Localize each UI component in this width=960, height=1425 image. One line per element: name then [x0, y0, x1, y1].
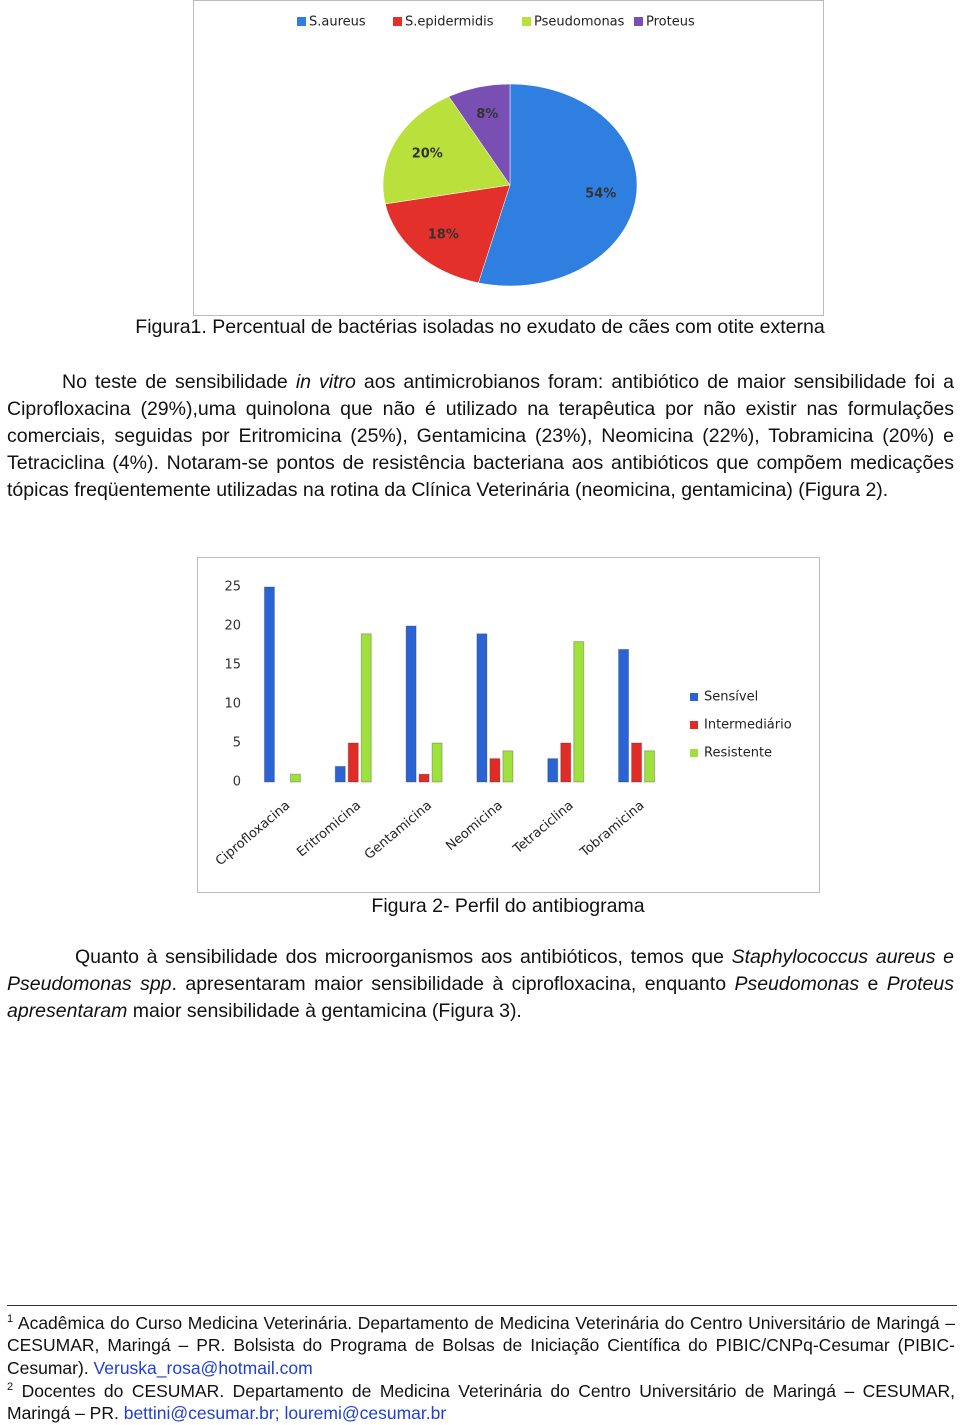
figure-caption: Figura1. Percentual de bactérias isolada…	[135, 316, 825, 338]
footnote-number: 1	[7, 1313, 14, 1325]
italic-text: in vitro	[295, 371, 356, 393]
legend-label: Proteus	[646, 15, 695, 30]
text: maior sensibilidade à gentamicina (Figur…	[127, 1000, 522, 1022]
bar	[502, 750, 514, 783]
email-link[interactable]: bettini@cesumar.br; louremi@cesumar.br	[123, 1403, 447, 1424]
pie-slice	[478, 83, 638, 287]
bar	[644, 750, 656, 783]
paragraph: No teste de sensibilidade in vitro aos a…	[7, 369, 954, 504]
figure-caption: Figura 2- Perfil do antibiograma	[371, 895, 645, 917]
bar	[334, 765, 346, 783]
text: Quanto à sensibilidade dos microorganism…	[75, 946, 732, 968]
bar	[405, 625, 417, 783]
pie-slice	[382, 96, 511, 205]
pie-slice	[448, 83, 511, 186]
bar	[289, 773, 301, 783]
data-label: 18%	[428, 227, 459, 242]
legend-label: Intermediário	[704, 718, 792, 733]
text: Acadêmica do Curso Medicina Veterinária.…	[7, 1312, 955, 1379]
bar	[631, 742, 643, 783]
y-tick-label: 20	[224, 619, 241, 634]
pie-chart: 54% 18% 20% 8% S.aureus S.epidermidis Pseudomo…	[193, 0, 824, 316]
y-tick-label: 0	[233, 775, 241, 790]
pie-slice	[384, 184, 511, 284]
bar	[360, 633, 372, 783]
legend-swatch	[690, 693, 698, 701]
text: aos antimicrobianos foram: antibiótico d…	[7, 371, 954, 501]
paragraph: Quanto à sensibilidade dos microorganism…	[7, 944, 954, 1025]
bar	[573, 641, 585, 783]
legend-swatch	[393, 17, 402, 26]
legend-swatch	[634, 17, 643, 26]
bar	[347, 742, 359, 783]
bar	[547, 758, 559, 783]
chart-frame	[197, 557, 820, 893]
text: Docentes do CESUMAR. Departamento de Med…	[7, 1380, 955, 1424]
legend-swatch	[297, 17, 306, 26]
bar	[618, 648, 630, 783]
bar	[489, 758, 501, 783]
email-link[interactable]: Veruska_rosa@hotmail.com	[93, 1358, 313, 1379]
legend-label: Resistente	[704, 746, 772, 761]
bar	[418, 773, 430, 783]
data-label: 20%	[412, 147, 443, 162]
text: . apresentaram maior sensibilidade à cip…	[171, 973, 735, 995]
legend-label: S.aureus	[309, 15, 366, 30]
legend-swatch	[690, 721, 698, 729]
legend-label: Sensível	[704, 690, 758, 705]
text: No teste de sensibilidade	[62, 371, 296, 393]
footnote: 2 Docentes do CESUMAR. Departamento de M…	[7, 1376, 955, 1425]
legend-label: S.epidermidis	[405, 15, 494, 30]
y-tick-label: 10	[224, 697, 241, 712]
legend-swatch	[690, 749, 698, 757]
bar	[263, 586, 275, 783]
footnote-rule	[7, 1305, 957, 1306]
bar	[476, 633, 488, 783]
data-label: 54%	[585, 187, 616, 202]
y-tick-label: 25	[224, 580, 241, 595]
y-tick-label: 5	[233, 736, 241, 751]
footnote: 1 Acadêmica do Curso Medicina Veterinári…	[7, 1308, 955, 1380]
data-label: 8%	[476, 107, 498, 122]
legend-label: Pseudomonas	[534, 15, 625, 30]
footnote-number: 2	[7, 1381, 14, 1393]
italic-text: Pseudomonas	[734, 973, 860, 995]
italic-text: Proteus apresentaram	[7, 973, 954, 1022]
bar	[560, 742, 572, 783]
text: e	[859, 973, 887, 995]
italic-text: Staphylococcus aureus e Pseudomonas spp	[7, 946, 954, 995]
legend-swatch	[522, 17, 531, 26]
bar	[431, 742, 443, 783]
y-tick-label: 15	[224, 658, 241, 673]
